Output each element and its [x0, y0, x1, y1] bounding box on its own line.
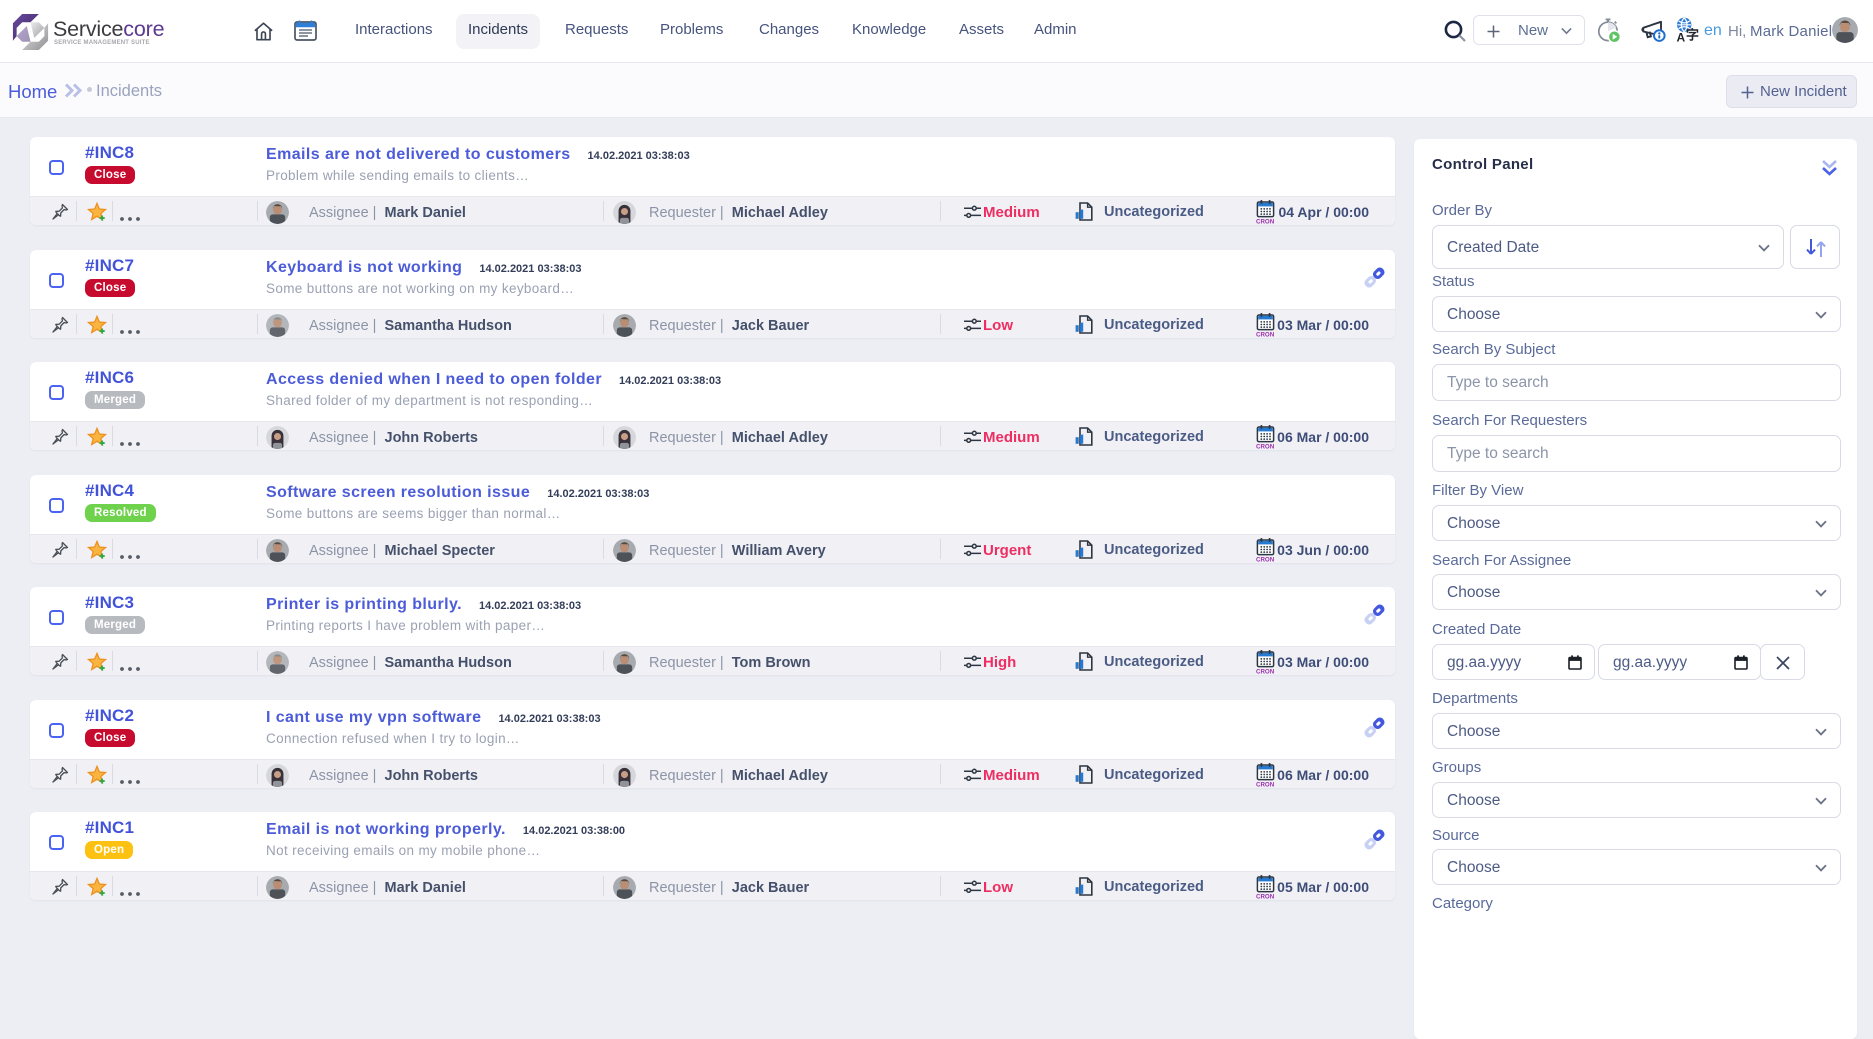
svg-text:CRON: CRON [1256, 331, 1275, 337]
svg-text:字: 字 [1686, 28, 1699, 43]
svg-text:CRON: CRON [1256, 556, 1275, 562]
svg-text:CRON: CRON [1256, 781, 1275, 787]
svg-text:CRON: CRON [1256, 668, 1275, 674]
svg-text:CRON: CRON [1256, 893, 1275, 899]
svg-text:CRON: CRON [1256, 218, 1275, 224]
svg-text:A: A [1677, 31, 1686, 44]
svg-text:CRON: CRON [1256, 443, 1275, 449]
